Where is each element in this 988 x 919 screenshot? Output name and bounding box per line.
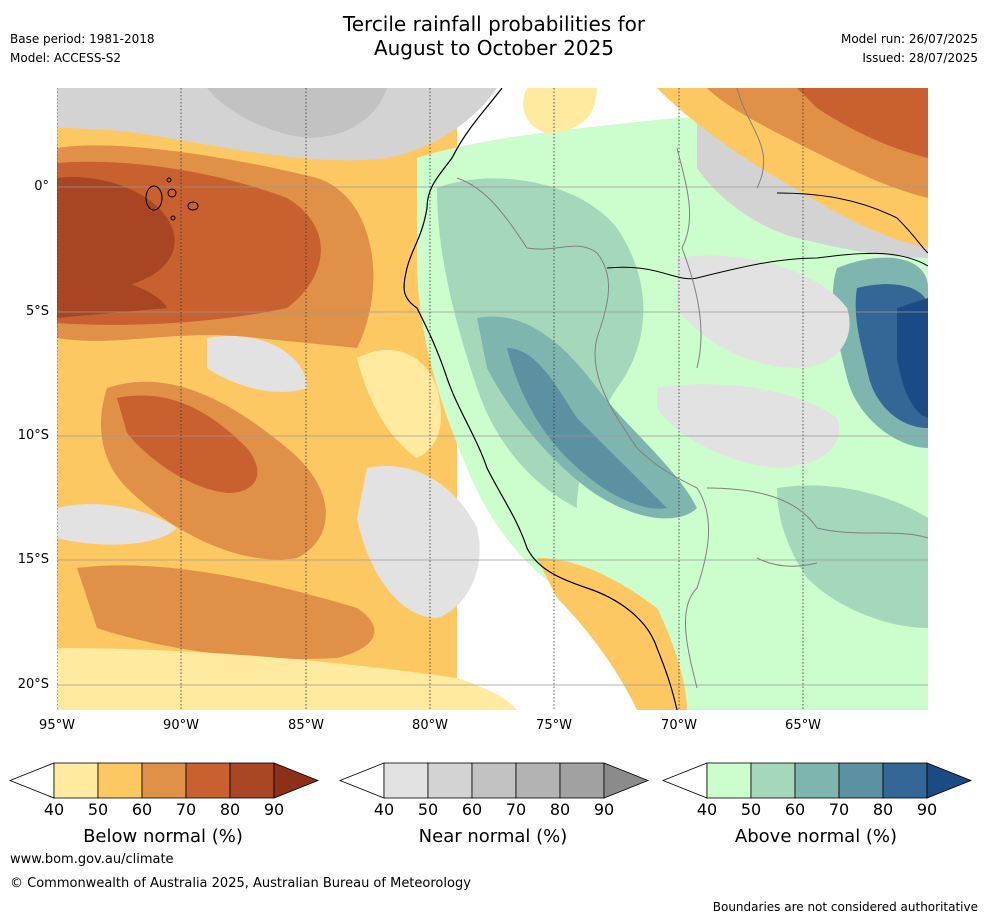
colorbar-title-below: Below normal (%)	[83, 826, 243, 847]
lon-label-95w: 95°W	[39, 718, 75, 733]
colorbar-tick-label: 50	[417, 800, 439, 819]
colorbar-segment	[185, 762, 231, 799]
colorbar-segment	[53, 762, 99, 799]
colorbar-tick-label: 60	[131, 800, 153, 819]
lon-label-65w: 65°W	[785, 718, 821, 733]
footer-copyright: © Commonwealth of Australia 2025, Austra…	[10, 876, 471, 891]
colorbar-tick-label: 50	[87, 800, 109, 819]
colorbar-segment	[471, 762, 517, 799]
colorbar-tick-label: 50	[740, 800, 762, 819]
colorbar-segment	[706, 762, 752, 799]
colorbar-segment	[97, 762, 143, 799]
colorbar-tick-label: 90	[916, 800, 938, 819]
colorbar-tick-label: 70	[175, 800, 197, 819]
colorbar-segment	[750, 762, 796, 799]
map-title: Tercile rainfall probabilities for Augus…	[0, 12, 988, 60]
colorbar-extend-high	[603, 762, 650, 799]
colorbar-above-normal	[661, 762, 973, 799]
colorbar-tick-label: 90	[593, 800, 615, 819]
colorbar-title-near: Near normal (%)	[418, 826, 568, 847]
colorbar-below-normal	[8, 762, 320, 799]
lon-label-85w: 85°W	[288, 718, 324, 733]
footer-url[interactable]: www.bom.gov.au/climate	[10, 852, 174, 867]
colorbar-extend-low	[8, 762, 55, 799]
issued-date: Issued: 28/07/2025	[862, 51, 978, 65]
lon-label-80w: 80°W	[412, 718, 448, 733]
colorbar-segment	[882, 762, 928, 799]
rainfall-probability-map	[57, 88, 928, 710]
colorbar-segment	[838, 762, 884, 799]
lat-label-15s: 15°S	[17, 552, 49, 567]
lon-label-70w: 70°W	[661, 718, 697, 733]
title-line-2: August to October 2025	[373, 36, 615, 60]
lat-label-5s: 5°S	[25, 304, 49, 319]
colorbar-tick-label: 80	[549, 800, 571, 819]
lon-label-90w: 90°W	[163, 718, 199, 733]
colorbar-tick-label: 40	[696, 800, 718, 819]
colorbar-tick-label: 70	[505, 800, 527, 819]
colorbar-title-above: Above normal (%)	[734, 826, 898, 847]
model-run: Model run: 26/07/2025	[840, 32, 978, 46]
lon-label-75w: 75°W	[536, 718, 572, 733]
colorbar-tick-label: 70	[828, 800, 850, 819]
colorbar-segment	[559, 762, 605, 799]
colorbar-segment	[141, 762, 187, 799]
colorbar-extend-high	[273, 762, 320, 799]
colorbar-legends	[8, 762, 973, 799]
model-name: Model: ACCESS-S2	[10, 51, 122, 65]
colorbar-segment	[383, 762, 429, 799]
colorbar-tick-label: 40	[373, 800, 395, 819]
colorbar-tick-label: 90	[263, 800, 285, 819]
colorbar-tick-label: 40	[43, 800, 65, 819]
lat-label-0: 0°	[34, 179, 49, 194]
footer-disclaimer: Boundaries are not considered authoritat…	[712, 900, 978, 914]
colorbar-segment	[515, 762, 561, 799]
colorbar-tick-label: 60	[461, 800, 483, 819]
colorbar-near-normal	[338, 762, 650, 799]
colorbar-extend-low	[661, 762, 708, 799]
base-period: Base period: 1981-2018	[10, 32, 155, 46]
colorbar-tick-label: 80	[872, 800, 894, 819]
colorbar-segment	[427, 762, 473, 799]
colorbar-extend-low	[338, 762, 385, 799]
colorbar-extend-high	[926, 762, 973, 799]
lat-label-10s: 10°S	[17, 428, 49, 443]
colorbar-segment	[229, 762, 275, 799]
coastline	[403, 88, 678, 710]
gridlines	[57, 186, 928, 686]
colorbar-tick-label: 60	[784, 800, 806, 819]
lat-label-20s: 20°S	[17, 677, 49, 692]
title-line-1: Tercile rainfall probabilities for	[342, 12, 646, 36]
colorbar-tick-label: 80	[219, 800, 241, 819]
colorbar-segment	[794, 762, 840, 799]
